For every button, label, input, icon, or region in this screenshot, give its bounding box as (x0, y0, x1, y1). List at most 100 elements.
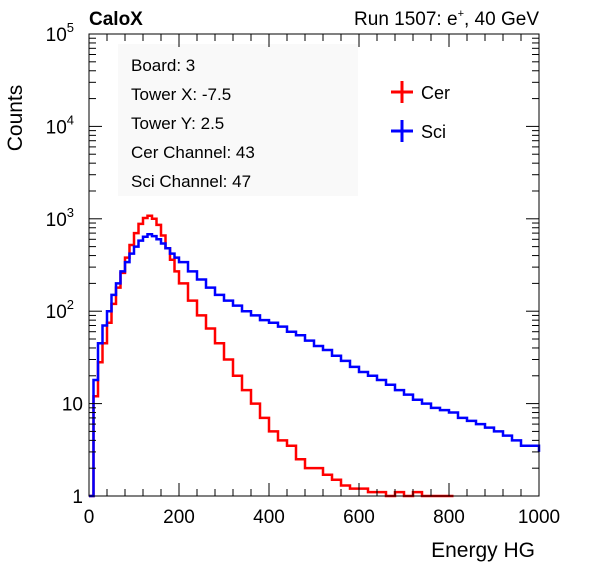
x-axis-title: Energy HG (431, 539, 535, 562)
y-tick-label: 1 (72, 487, 83, 508)
data-point-cer (340, 484, 342, 487)
data-point-sci (448, 411, 450, 414)
data-point-cer (214, 342, 216, 344)
data-point-sci (128, 253, 131, 255)
data-point-sci (277, 326, 279, 328)
data-point-cer (128, 244, 131, 246)
data-point-sci (155, 238, 158, 240)
info-line-cer-channel: Cer Channel: 43 (131, 143, 255, 162)
data-point-sci (304, 340, 306, 342)
data-point-cer (124, 257, 126, 259)
y-axis: 1 10 102 103 104 105 (46, 20, 539, 508)
data-point-sci (232, 304, 234, 307)
y-tick-label: 10 (62, 395, 83, 416)
data-point-sci (493, 430, 495, 433)
data-point-sci (187, 270, 189, 272)
legend: Cer Sci (391, 81, 450, 142)
data-point-cer (295, 458, 297, 460)
x-tick-label: 200 (163, 507, 195, 528)
data-point-sci (439, 409, 441, 411)
data-point-sci (250, 314, 252, 317)
data-point-sci (173, 257, 176, 259)
data-point-cer (286, 445, 288, 447)
data-point-cer (367, 491, 369, 493)
data-point-sci (367, 375, 369, 377)
run-info-label: Run 1507: e+, 40 GeV (354, 8, 539, 30)
y-tick-label: 104 (46, 112, 74, 138)
x-tick-label: 600 (343, 507, 375, 528)
data-point-sci (358, 371, 360, 373)
data-point-sci (295, 334, 297, 336)
data-point-cer (205, 327, 207, 330)
data-point-sci (520, 445, 522, 447)
data-point-sci (110, 294, 113, 296)
info-box: Board: 3 Tower X: -7.5 Tower Y: 2.5 Cer … (118, 44, 358, 196)
data-point-cer (173, 270, 176, 272)
data-point-sci (340, 360, 342, 362)
data-point-sci (106, 310, 108, 312)
data-point-cer (196, 314, 198, 317)
data-point-cer (151, 218, 153, 220)
data-point-sci (137, 240, 140, 242)
data-point-sci (101, 324, 104, 327)
data-point-sci (349, 366, 351, 368)
x-tick-label: 1000 (518, 507, 560, 528)
data-point-cer (178, 282, 180, 284)
data-point-sci (92, 379, 95, 381)
data-point-sci (241, 310, 243, 312)
data-point-sci (146, 233, 149, 235)
info-box-background (118, 44, 358, 196)
data-point-sci (457, 417, 459, 419)
info-line-sci-channel: Sci Channel: 47 (131, 172, 251, 191)
data-point-sci (115, 282, 117, 284)
info-line-board: Board: 3 (131, 56, 195, 75)
data-point-sci (205, 287, 207, 289)
data-point-cer (304, 467, 306, 469)
data-point-sci (133, 246, 135, 248)
data-point-sci (142, 236, 144, 238)
info-line-tower-y: Tower Y: 2.5 (131, 114, 224, 133)
y-axis-title: Counts (4, 85, 27, 152)
data-point-sci (214, 294, 216, 296)
data-point-sci (385, 384, 387, 386)
x-axis: 0 200 400 600 800 1000 (84, 34, 560, 528)
data-point-cer (349, 488, 351, 490)
data-point-sci (97, 342, 99, 344)
data-point-cer (160, 234, 162, 237)
data-point-cer (268, 430, 270, 433)
data-point-sci (164, 247, 167, 249)
data-point-cer (322, 474, 324, 476)
data-point-sci (286, 331, 288, 333)
data-point-sci (466, 420, 468, 422)
data-point-sci (124, 261, 126, 263)
data-point-sci (151, 235, 153, 237)
data-point-sci (511, 439, 513, 441)
data-point-sci (268, 322, 270, 324)
data-point-cer (142, 217, 144, 219)
y-tick-label: 103 (46, 205, 74, 231)
data-point-sci (196, 278, 198, 281)
data-point-cer (223, 358, 225, 361)
data-point-sci (160, 242, 162, 245)
data-point-sci (178, 261, 180, 263)
series-line-cer (89, 214, 454, 498)
data-point-sci (529, 445, 531, 447)
data-point-cer (277, 439, 279, 441)
series-layer (88, 214, 541, 498)
data-point-sci (475, 423, 477, 425)
data-point-sci (394, 389, 396, 391)
series-line-sci (89, 233, 541, 498)
data-point-cer (331, 479, 333, 481)
chart-brand-label: CaloX (89, 9, 143, 30)
data-point-cer (241, 389, 243, 391)
data-point-sci (331, 355, 333, 357)
plot-frame (88, 33, 540, 497)
data-point-sci (119, 270, 122, 272)
data-point-sci (484, 426, 486, 429)
data-point-sci (259, 319, 261, 321)
x-tick-label: 0 (84, 507, 95, 528)
data-point-cer (169, 259, 171, 261)
data-point-sci (412, 399, 414, 401)
data-point-sci (223, 300, 225, 302)
